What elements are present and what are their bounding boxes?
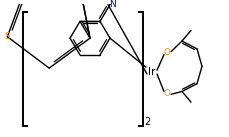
Text: O: O [164,89,171,98]
Text: S: S [5,32,10,41]
Text: N: N [109,0,115,9]
Text: 2: 2 [144,117,150,127]
Text: O: O [164,48,171,57]
Text: Ir: Ir [148,67,156,77]
